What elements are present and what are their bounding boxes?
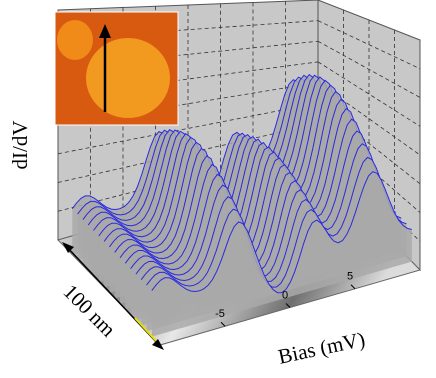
grid-line <box>317 40 421 98</box>
inset-spot <box>86 38 170 118</box>
inset-frame <box>54 11 179 126</box>
surface-slice <box>151 171 412 337</box>
trace <box>140 143 402 282</box>
inset-image <box>54 11 179 126</box>
x-axis-label: Bias (mV) <box>276 327 367 369</box>
depth-axis <box>62 242 164 350</box>
grid-line <box>317 20 421 70</box>
x-ticks: -5 0 5 <box>215 271 356 327</box>
grid-line <box>317 61 421 127</box>
x-tick-label: 5 <box>347 271 353 283</box>
inset-spot <box>57 20 93 60</box>
trace <box>146 156 407 288</box>
arrowhead <box>152 339 164 350</box>
grid-line <box>57 102 319 155</box>
trace <box>135 130 397 277</box>
x-tick <box>350 284 356 290</box>
y-axis-label: dI/dV <box>8 121 32 170</box>
trace <box>151 171 412 294</box>
surface <box>71 73 412 337</box>
x-tick-label: -5 <box>215 308 225 320</box>
x-tick <box>285 303 291 308</box>
x-tick <box>220 321 226 327</box>
scale-segment <box>134 317 159 344</box>
arrowhead <box>62 242 74 253</box>
inset-arrowhead <box>99 24 111 38</box>
x-tick-label: 0 <box>282 289 288 301</box>
